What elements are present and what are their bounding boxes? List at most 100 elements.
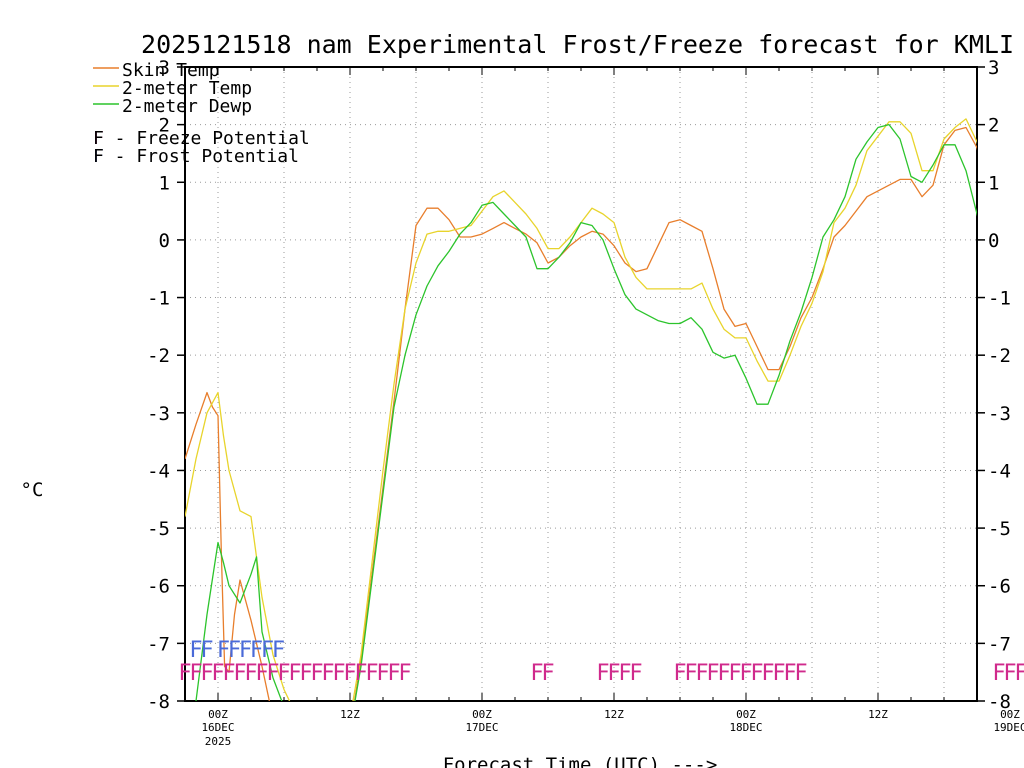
plot-frame (184, 66, 978, 702)
y-tick-label-left: -2 (147, 345, 170, 367)
frost-flag: F (217, 638, 230, 663)
freeze-flag: F (288, 661, 301, 686)
freeze-flag: F (673, 661, 686, 686)
legend-freeze-flag-glyph: F (93, 128, 104, 149)
freeze-flag: F (750, 661, 763, 686)
x-tick-date-label: 18DEC (729, 721, 762, 734)
freeze-flag: F (695, 661, 708, 686)
freeze-flag: F (398, 661, 411, 686)
x-tick-time-label: 00Z (208, 708, 228, 721)
frost-flag: F (272, 638, 285, 663)
legend: Skin Temp 2-meter Temp 2-meter Dewp F - … (93, 60, 310, 167)
legend-label-2m-temp: 2-meter Temp (122, 78, 252, 99)
freeze-flag: F (200, 661, 213, 686)
y-tick-label-right: -6 (988, 576, 1011, 598)
freeze-flag: F (376, 661, 389, 686)
legend-label-frost-potential: F - Frost Potential (93, 146, 299, 167)
axis-ticks: -8 -8 -7 -7 -6 -6 -5 -5 -4 -4 -3 -3 -2 -2 -1 -1 0 0 1 1 2 2 3 3… (147, 57, 1024, 748)
freeze-flag: F (717, 661, 730, 686)
y-tick-label-left: -7 (147, 633, 170, 655)
freeze-flag: F (607, 661, 620, 686)
x-tick-date-label: 19DEC (993, 721, 1024, 734)
y-tick-label-left: -8 (147, 691, 170, 713)
freeze-flag: F (233, 661, 246, 686)
frost-flag: F (228, 638, 241, 663)
freeze-flag: F (255, 661, 268, 686)
freeze-flag: F (783, 661, 796, 686)
freeze-flag: F (596, 661, 609, 686)
freeze-flag: F (794, 661, 807, 686)
freeze-flag: F (332, 661, 345, 686)
y-tick-label-right: -1 (988, 288, 1011, 310)
freeze-flag: F (354, 661, 367, 686)
x-tick-time-label: 12Z (604, 708, 624, 721)
freeze-flag: F (387, 661, 400, 686)
freeze-flag: F (728, 661, 741, 686)
freeze-flag: F (618, 661, 631, 686)
y-tick-label-right: 3 (988, 57, 999, 79)
frost-flag: F (200, 638, 213, 663)
x-tick-time-label: 00Z (472, 708, 492, 721)
freeze-flag: F (530, 661, 543, 686)
freeze-flag: F (1003, 661, 1016, 686)
y-tick-label-right: -7 (988, 633, 1011, 655)
frost-flag: F (250, 638, 263, 663)
freeze-flag: F (706, 661, 719, 686)
chart-title: 2025121518 nam Experimental Frost/Freeze… (141, 30, 1014, 59)
frost-flag: F (189, 638, 202, 663)
x-tick-year-label: 2025 (205, 735, 232, 748)
freeze-flag: F (772, 661, 785, 686)
legend-label-freeze-potential: F - Freeze Potential (93, 128, 310, 149)
series-line-2-meter-temp (185, 118, 977, 701)
series-line-2-meter-dewp (195, 123, 977, 701)
legend-label-2m-dewp: 2-meter Dewp (122, 96, 252, 117)
y-tick-label-left: 0 (159, 230, 170, 252)
x-tick-time-label: 00Z (736, 708, 756, 721)
freeze-flag: F (222, 661, 235, 686)
grid (185, 67, 977, 701)
y-tick-label-left: 2 (159, 115, 170, 137)
frost-flag: F (261, 638, 274, 663)
x-tick-date-label: 16DEC (201, 721, 234, 734)
y-tick-label-right: -4 (988, 460, 1011, 482)
y-tick-label-left: -6 (147, 576, 170, 598)
y-tick-label-left: -5 (147, 518, 170, 540)
freeze-flag: F (684, 661, 697, 686)
freeze-flag: F (343, 661, 356, 686)
freeze-flag: F (211, 661, 224, 686)
y-axis-label: °C (21, 479, 44, 501)
y-tick-label-right: -8 (988, 691, 1011, 713)
freeze-flag: F (299, 661, 312, 686)
freeze-flag: F (761, 661, 774, 686)
freeze-flag: F (266, 661, 279, 686)
y-tick-label-left: -3 (147, 403, 170, 425)
freeze-flag: F (541, 661, 554, 686)
y-tick-label-right: 1 (988, 172, 999, 194)
x-tick-time-label: 00Z (1000, 708, 1020, 721)
y-tick-label-right: -3 (988, 403, 1011, 425)
y-tick-label-right: -2 (988, 345, 1011, 367)
x-axis-label: Forecast Time (UTC) ---> (443, 754, 718, 768)
x-tick-time-label: 12Z (868, 708, 888, 721)
series-line-skin-temp (185, 126, 977, 701)
freeze-flag: F (992, 661, 1005, 686)
y-tick-label-left: -1 (147, 288, 170, 310)
freeze-flag: F (629, 661, 642, 686)
freeze-flag: F (365, 661, 378, 686)
x-tick-time-label: 12Z (340, 708, 360, 721)
y-tick-label-right: 2 (988, 115, 999, 137)
freeze-flag: F (310, 661, 323, 686)
freeze-flag: F (1014, 661, 1024, 686)
freeze-flag: F (178, 661, 191, 686)
y-tick-label-left: 3 (159, 57, 170, 79)
x-tick-date-label: 17DEC (465, 721, 498, 734)
legend-label-skin-temp: Skin Temp (122, 60, 220, 81)
freeze-flag: F (189, 661, 202, 686)
freeze-flag: F (244, 661, 257, 686)
freeze-flag: F (739, 661, 752, 686)
freeze-flag: F (321, 661, 334, 686)
y-tick-label-right: -5 (988, 518, 1011, 540)
y-tick-label-right: 0 (988, 230, 999, 252)
